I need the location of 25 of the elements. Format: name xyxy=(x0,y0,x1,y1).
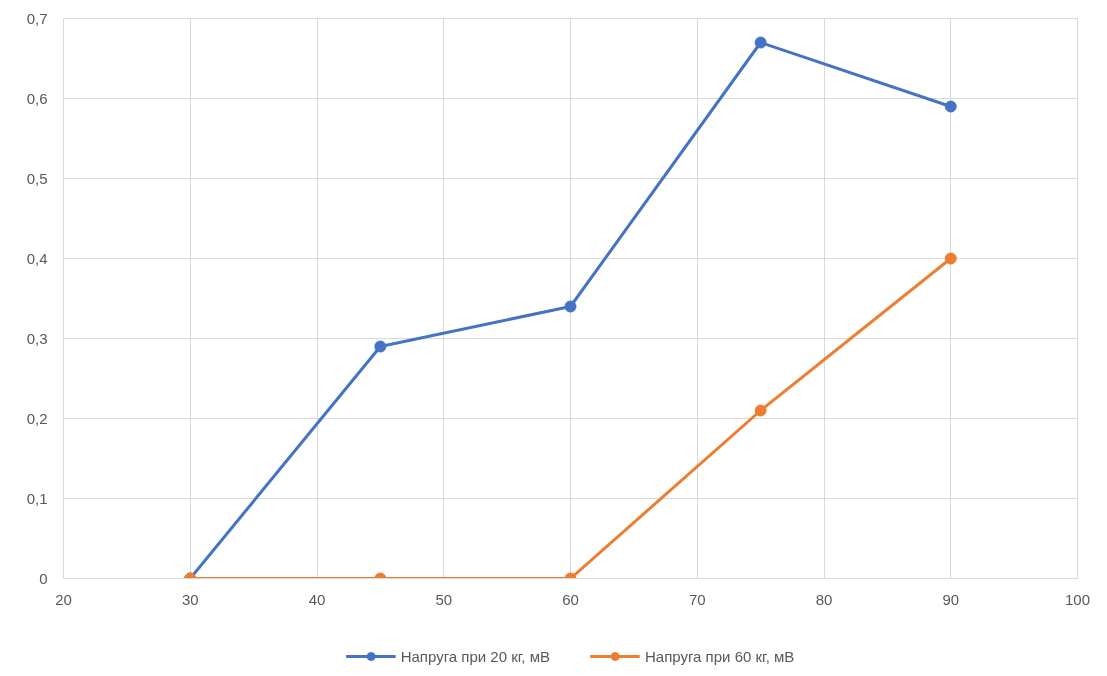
point xyxy=(564,300,577,313)
y-tick-label: 0,6 xyxy=(26,89,48,107)
x-tick-label: 100 xyxy=(1064,590,1091,608)
y-tick-label: 0 xyxy=(39,569,48,587)
point xyxy=(754,36,767,49)
y-tick-label: 0,7 xyxy=(26,9,48,27)
x-tick-label: 70 xyxy=(688,590,706,608)
x-tick-label: 20 xyxy=(55,590,72,608)
legend-label: Напруга при 60 кг, мВ xyxy=(645,647,795,665)
legend-label: Напруга при 20 кг, мВ xyxy=(400,647,550,665)
x-tick-label: 50 xyxy=(435,590,453,608)
point xyxy=(374,340,387,353)
x-tick-label: 30 xyxy=(181,590,199,608)
y-tick-label: 0,4 xyxy=(26,249,48,267)
point xyxy=(944,100,957,113)
y-tick-label: 0,5 xyxy=(26,169,48,187)
point xyxy=(754,404,767,417)
x-tick-label: 80 xyxy=(815,590,833,608)
x-tick-label: 60 xyxy=(562,590,579,608)
y-tick-label: 0,1 xyxy=(26,489,48,507)
point xyxy=(944,252,957,265)
y-tick-label: 0,3 xyxy=(26,329,48,347)
y-tick-label: 0,2 xyxy=(26,409,48,427)
x-tick-label: 90 xyxy=(942,590,960,608)
x-tick-label: 40 xyxy=(308,590,326,608)
